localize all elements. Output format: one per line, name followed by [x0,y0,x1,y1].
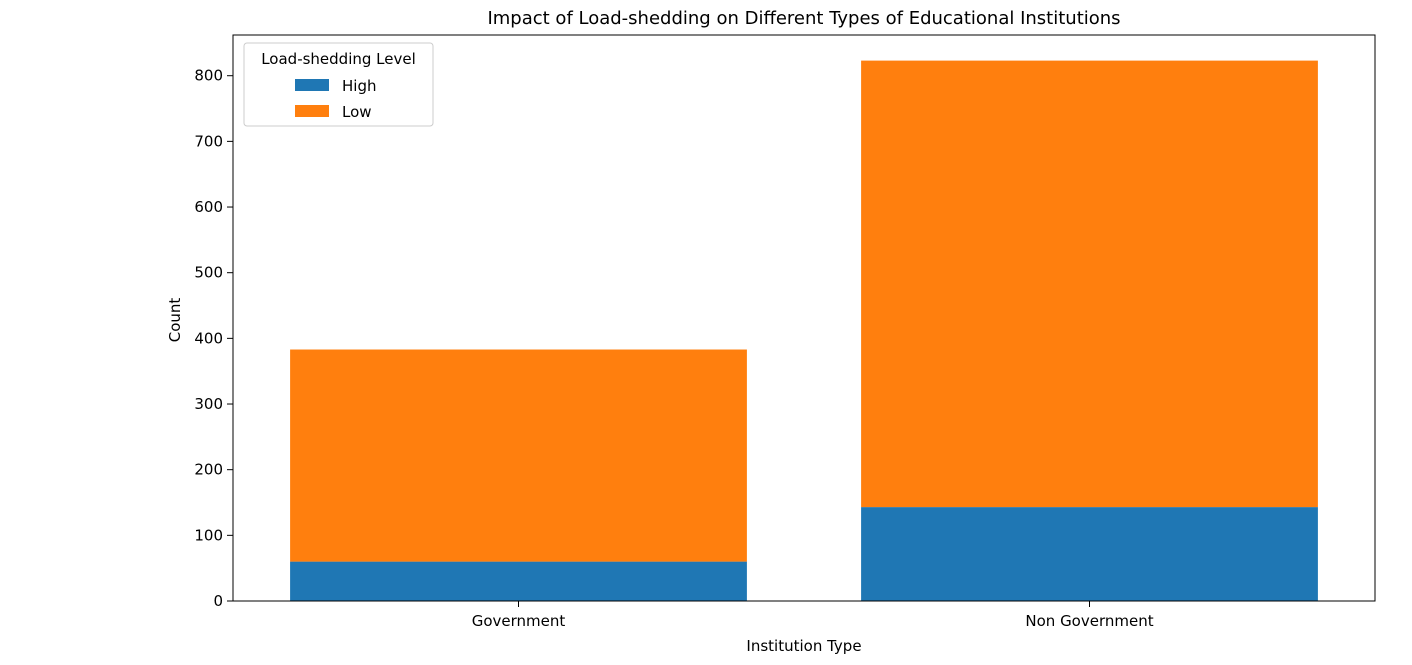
bars-layer [290,60,1318,601]
y-axis-label: Count [166,298,184,343]
bar-high-government [290,561,747,601]
axes-layer: 0 100 200 300 400 500 600 700 800 Government Non G… [194,34,1376,630]
bar-high-non-government [861,507,1318,601]
x-axis-label: Institution Type [746,637,861,655]
bar-low-non-government [861,60,1318,508]
x-tick-label: Non Government [1025,612,1153,630]
y-tick-label: 800 [194,67,223,85]
y-tick-label: 400 [194,329,223,347]
legend-title: Load-shedding Level [261,50,416,68]
legend-swatch-high [295,79,329,91]
legend-entry-low: Low [342,103,372,121]
legend: Load-shedding Level High Low [243,42,434,127]
bar-low-government [290,349,747,562]
chart-title: Impact of Load-shedding on Different Typ… [487,8,1120,29]
y-tick-label: 100 [194,526,223,544]
y-tick-label: 500 [194,264,223,282]
y-tick-label: 300 [194,395,223,413]
legend-swatch-low [295,105,329,117]
y-tick-label: 700 [194,132,223,150]
plot-frame [232,34,1376,602]
y-tick-label: 600 [194,198,223,216]
y-tick-label: 200 [194,461,223,479]
y-tick-label: 0 [213,592,223,610]
legend-box [243,42,434,127]
legend-entry-high: High [342,77,376,95]
x-tick-label: Government [472,612,566,630]
